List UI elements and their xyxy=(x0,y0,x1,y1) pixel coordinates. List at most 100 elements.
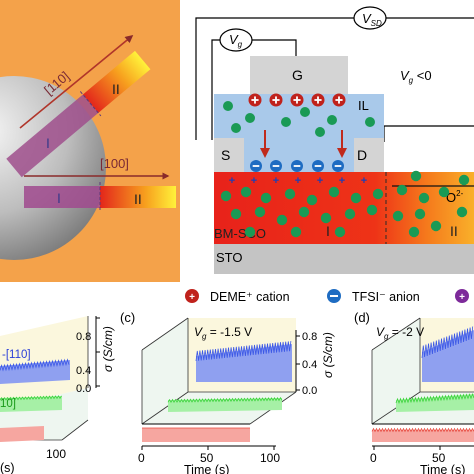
c-trace-green-fill xyxy=(168,398,282,412)
cation-icon xyxy=(290,93,304,107)
anion-icon xyxy=(332,160,344,172)
vg-meter xyxy=(219,28,253,52)
anion-icon xyxy=(291,160,303,172)
label-100: [100] xyxy=(100,156,129,171)
oxygen-ion-icon xyxy=(372,188,384,200)
cation-icon xyxy=(311,93,325,107)
svg-text:+: + xyxy=(189,292,195,303)
c-trace-green xyxy=(167,396,283,404)
o2-label: O2- xyxy=(446,189,464,205)
d-trace-red-fill xyxy=(372,430,474,442)
left-trace-green xyxy=(0,395,62,401)
oxygen-ion-icon xyxy=(300,107,310,117)
oxygen-ion-icon xyxy=(365,117,375,127)
vg-condition: Vg <0 xyxy=(400,68,432,85)
panel-c-plot: (c) Vg = -1.5 V 0.8 0.4 0.0 σ (S/cm) xyxy=(120,310,335,474)
cation-icon xyxy=(248,93,262,107)
left-ylabel: σ (S/cm) xyxy=(101,326,115,372)
c-ylabel: σ (S/cm) xyxy=(321,332,335,378)
vg-label: Vg xyxy=(229,32,243,49)
hole-icon: + xyxy=(273,175,279,187)
oxygen-ion-icon xyxy=(350,192,362,204)
svg-text:0.8: 0.8 xyxy=(76,331,91,343)
oxygen-ion-icon xyxy=(396,184,408,196)
svg-text:+: + xyxy=(459,292,465,303)
oxygen-ion-icon xyxy=(430,220,442,232)
svg-text:50: 50 xyxy=(432,451,446,465)
region-II-110: II xyxy=(112,81,120,97)
c-xlabel: Time (s) xyxy=(184,463,229,474)
panel-c-side-wall xyxy=(142,318,188,424)
hole-icon: + xyxy=(317,175,323,187)
svg-text:0.0: 0.0 xyxy=(76,383,91,395)
svg-text:100: 100 xyxy=(46,447,66,461)
bar-100-region-I xyxy=(24,186,100,208)
panel-d-plot: (d) Vg = -2 V 0 50 Time (s) xyxy=(354,310,474,474)
d-xlabel: Time (s) xyxy=(420,463,465,474)
hole-icon: + xyxy=(339,175,345,187)
anion-icon xyxy=(312,160,324,172)
oxygen-ion-icon xyxy=(254,206,266,218)
panel-a: [110] [100] I II I II xyxy=(0,0,180,282)
panel-c-vg: Vg = -1.5 V xyxy=(194,325,252,341)
svg-text:0.4: 0.4 xyxy=(76,365,91,377)
oxygen-ion-icon xyxy=(290,226,302,238)
svg-text:0: 0 xyxy=(138,451,145,465)
oxygen-ion-icon xyxy=(366,204,378,216)
oxygen-ion-icon xyxy=(392,210,404,222)
left-label-110: -[110] xyxy=(2,349,31,361)
d-trace-green xyxy=(395,392,474,404)
c-trace-red-fill xyxy=(142,428,250,442)
drain-label: D xyxy=(357,147,367,163)
oxygen-ion-icon xyxy=(410,170,422,182)
oxygen-ion-icon xyxy=(240,186,252,198)
oxygen-ion-icon xyxy=(260,192,272,204)
region-I-label: I xyxy=(326,223,330,239)
d-trace-red xyxy=(371,427,474,433)
left-label-10: 10] xyxy=(0,398,16,410)
bar-100-region-II xyxy=(100,186,176,208)
svg-text:0.4: 0.4 xyxy=(302,359,317,371)
oxygen-ion-icon xyxy=(344,208,356,220)
sto-substrate xyxy=(214,244,474,274)
drain-electrode xyxy=(354,138,384,172)
left-trace-blue-fill xyxy=(0,360,70,384)
cation-icon xyxy=(269,93,283,107)
oxygen-ion-icon xyxy=(315,127,325,137)
svg-text:0.0: 0.0 xyxy=(302,385,317,397)
il-label: IL xyxy=(358,98,369,113)
region-II-label: II xyxy=(450,223,458,239)
panel-d-letter: (d) xyxy=(354,310,370,325)
oxygen-legend-icon xyxy=(455,289,469,303)
hole-icon: + xyxy=(295,175,301,187)
svg-text:100: 100 xyxy=(260,451,280,465)
ion-legend: + DEME⁺ cation TFSI⁻ anion + xyxy=(185,289,469,304)
panel-d-vg: Vg = -2 V xyxy=(376,325,424,341)
vsd-label: VSD xyxy=(362,11,382,28)
oxygen-ion-icon xyxy=(244,226,256,238)
oxygen-ion-icon xyxy=(284,188,296,200)
bar-110 xyxy=(6,50,151,178)
bm-sco-label: BM-SCO xyxy=(214,226,266,241)
sto-label: STO xyxy=(216,250,243,265)
cation-legend-icon xyxy=(185,289,199,303)
c-trace-blue xyxy=(195,341,292,362)
panel-b: VSD Vg Vg <0 G IL S D O2- BM-SCO I II ST… xyxy=(195,6,474,274)
oxygen-ion-icon xyxy=(276,214,288,226)
oxygen-ion-icon xyxy=(320,212,332,224)
circuit-wire-drain xyxy=(383,125,474,142)
oxygen-ion-icon xyxy=(456,206,468,218)
oxygen-ion-icon xyxy=(298,206,310,218)
left-trace-blue xyxy=(0,358,70,372)
anion-icon xyxy=(270,160,282,172)
oxygen-ion-icon xyxy=(245,113,255,123)
left-trace-red-fill xyxy=(0,426,44,442)
oxygen-ion-icon xyxy=(438,186,450,198)
anion-legend-label: TFSI⁻ anion xyxy=(352,290,420,304)
source-label: S xyxy=(221,147,230,163)
vsd-meter xyxy=(353,6,387,30)
oxygen-ion-icon xyxy=(220,190,232,202)
oxygen-ion-icon xyxy=(306,194,318,206)
region-I-100: I xyxy=(57,190,61,206)
oxygen-ion-icon xyxy=(231,123,241,133)
